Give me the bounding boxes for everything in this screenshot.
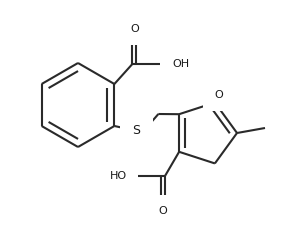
Text: OH: OH <box>172 59 190 69</box>
Text: O: O <box>130 24 139 34</box>
Text: S: S <box>132 123 140 137</box>
Text: HO: HO <box>110 171 127 181</box>
Text: O: O <box>159 206 168 216</box>
Text: O: O <box>215 90 223 100</box>
